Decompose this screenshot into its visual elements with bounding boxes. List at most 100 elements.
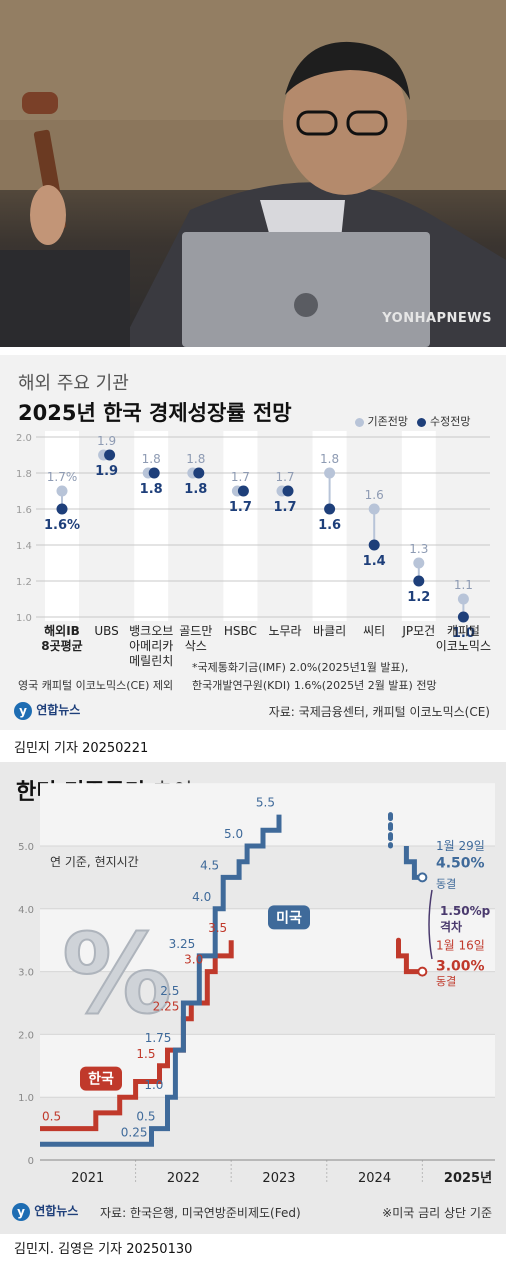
chart1-ytick: 1.4 — [16, 541, 32, 552]
us-tag-bg — [268, 905, 310, 930]
chart1-plot: 2.0 1.8 1.6 1.4 1.2 1.0 1.7% 1.6% 해외IB 8곳평균 1.9 1.9… — [0, 355, 506, 685]
chart1-category-label: 8곳평균 — [41, 639, 82, 653]
us-rate-label: 0.5 — [136, 1110, 155, 1124]
korea-rate-line — [40, 940, 234, 1132]
us-end-marker — [417, 872, 428, 883]
chart1-column-bg — [401, 431, 436, 621]
chart2-ytick: 1.0 — [18, 1093, 34, 1104]
chart1-category-label: 메릴린치 — [129, 654, 173, 668]
chart1-new-label: 1.7 — [273, 500, 296, 515]
legend-old-label: 기존전망 — [367, 415, 408, 428]
chart1-old-label: 1.8 — [320, 452, 339, 466]
chart2-band — [40, 783, 495, 846]
chart1-category-label: 삭스 — [185, 639, 207, 653]
korea-tag: 한국 — [88, 1072, 114, 1088]
chart1-footnote-left: 영국 캐피털 이코노믹스(CE) 제외 — [18, 679, 174, 692]
chart1-new-point — [104, 449, 116, 461]
legend-new-marker — [417, 417, 427, 427]
chart2-source: 자료: 한국은행, 미국연방준비제도(Fed) — [100, 1206, 301, 1220]
chart1-category-label: HSBC — [224, 624, 257, 638]
chart1-old-label: 1.3 — [409, 542, 428, 556]
us-tag: 미국 — [276, 910, 302, 926]
us-end-status: 동결 — [436, 877, 456, 890]
us-rate-line — [40, 814, 282, 1147]
us-rate-label: 1.0 — [144, 1078, 163, 1092]
chart1-new-point — [413, 575, 425, 587]
chart1-old-point — [368, 503, 380, 515]
chart2-credit: 김민지. 김영은 기자 20250130 — [14, 1242, 193, 1257]
chart1-category-label: 아메리카 — [129, 639, 173, 653]
chart1-category-label: 뱅크오브 — [129, 624, 173, 638]
chart2-ytick: 4.0 — [18, 905, 34, 916]
photo-watermark: YONHAPNEWS — [382, 311, 492, 326]
chart1-category-label: 해외IB — [44, 623, 80, 638]
chart2-plot: 0 1.0 2.0 3.0 4.0 5.0 2021 2022 2023 2024 2025년 연 기… — [0, 762, 506, 1192]
chart1-column-bg — [223, 431, 258, 621]
chart1-logo-text: 연합뉴스 — [36, 703, 81, 717]
chart1-new-label: 1.0 — [452, 626, 475, 641]
chart1-category-label: UBS — [94, 624, 118, 638]
chart1-legend: 기존전망 수정전망 — [355, 413, 470, 429]
chart2-band — [40, 908, 495, 972]
chart1-old-point — [56, 485, 68, 497]
chart1-logo: y 연합뉴스 — [14, 701, 80, 720]
chart1-column-bg — [45, 431, 79, 621]
photo-illustration — [0, 0, 506, 347]
chart2-band — [40, 971, 495, 1035]
us-end-date: 1월 29일 — [436, 839, 485, 853]
chart1-new-point — [56, 503, 68, 515]
percent-watermark-icon: % — [62, 910, 172, 1038]
chart1-new-point — [457, 611, 469, 623]
chart1-title: 2025년 한국 경제성장률 전망 — [18, 401, 292, 425]
chart1-old-label: 1.7% — [47, 470, 78, 484]
chart1-old-label: 1.6 — [365, 488, 384, 502]
chart1-old-label: 1.7 — [231, 470, 250, 484]
chart1-column-bg — [134, 431, 169, 621]
korea-rate-label: 3.0 — [184, 953, 203, 967]
korea-rate-label: 3.5 — [208, 921, 227, 935]
korea-end-value: 3.00% — [436, 958, 485, 974]
chart1-category-label: 캐피털 — [447, 624, 480, 638]
chart1-ytick: 1.2 — [16, 577, 32, 588]
us-rate-label: 4.0 — [192, 890, 211, 904]
legend-new-label: 수정전망 — [429, 415, 471, 428]
korea-tag-bg — [80, 1066, 122, 1091]
chart1-footnote-right-1: *국제통화기금(IMF) 2.0%(2025년1월 발표), — [192, 661, 409, 674]
us-end-value: 4.50% — [436, 856, 485, 872]
chart2-logo-text: 연합뉴스 — [34, 1204, 79, 1218]
korea-end-status: 동결 — [436, 975, 456, 988]
chart2-ytick: 2.0 — [18, 1030, 34, 1041]
chart1-new-label: 1.6 — [318, 518, 341, 533]
us-rate-label: 4.5 — [200, 858, 219, 872]
us-rate-line — [403, 846, 423, 880]
news-photo: YONHAPNEWS — [0, 0, 506, 347]
chart1-category-label: 노무라 — [268, 624, 301, 638]
korea-rate-label: 2.25 — [153, 1000, 180, 1014]
chart1-old-point — [457, 593, 469, 605]
chart1-new-point — [148, 467, 160, 479]
us-rate-label: 0.25 — [121, 1125, 148, 1139]
chart2-ytick: 3.0 — [18, 968, 34, 979]
chart2-logo: y 연합뉴스 — [12, 1202, 78, 1221]
chart1-new-point — [237, 485, 249, 497]
us-rate-label: 1.75 — [145, 1031, 172, 1045]
chart1-category-label: 이코노믹스 — [436, 639, 491, 653]
chart1-category-label: JP모건 — [401, 624, 435, 638]
chart1-ytick: 1.0 — [16, 613, 32, 624]
us-rate-label: 3.25 — [169, 937, 196, 951]
chart2-xtick: 2021 — [71, 1171, 104, 1186]
chart1-old-point — [413, 557, 425, 569]
chart1-old-label: 1.1 — [454, 578, 473, 592]
chart2-xtick: 2025년 — [444, 1171, 492, 1186]
yonhap-logo-icon-2: y — [12, 1202, 30, 1221]
chart1-source: 자료: 국제금융센터, 캐피털 이코노믹스(CE) — [268, 705, 490, 719]
chart1-credit: 김민지 기자 20250221 — [14, 741, 149, 756]
chart1-new-label: 1.4 — [363, 554, 386, 569]
growth-forecast-panel: 해외 주요 기관 2025년 한국 경제성장률 전망 기존전망 수정전망 2.0… — [0, 355, 506, 730]
chart1-new-label: 1.2 — [407, 590, 430, 605]
chart2-xtick: 2022 — [167, 1171, 200, 1186]
chart1-category-label: 바클리 — [313, 624, 346, 638]
chart1-old-label: 1.8 — [142, 452, 161, 466]
korea-end-marker — [417, 966, 428, 977]
korea-rate-label: 1.5 — [136, 1047, 155, 1061]
